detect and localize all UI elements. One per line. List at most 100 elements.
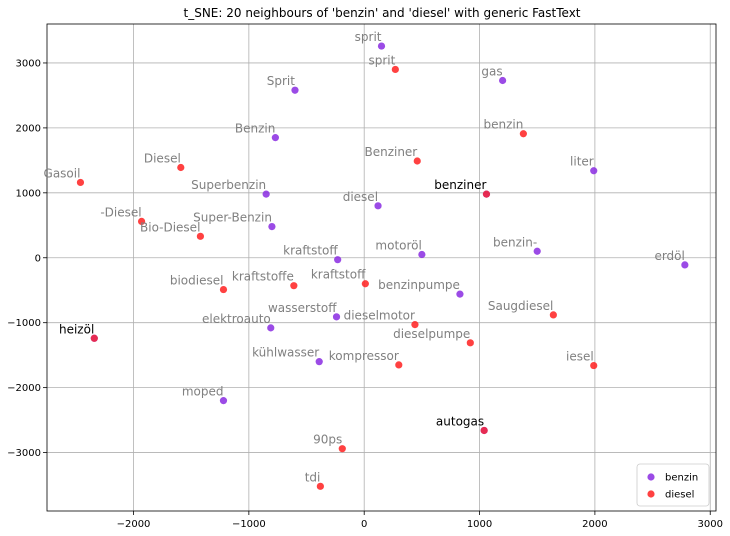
benzin-point — [262, 190, 270, 198]
x-tick-label: 1000 — [467, 519, 492, 530]
benzin-point — [315, 358, 323, 366]
diesel-point-label: Bio-Diesel — [140, 220, 200, 234]
diesel-point — [219, 285, 228, 294]
shared-point-diesel — [482, 190, 491, 198]
benzin-point-label: elektroauto — [202, 312, 271, 326]
benzin-point — [334, 256, 342, 264]
diesel-point-label: biodiesel — [170, 274, 224, 288]
diesel-point — [590, 361, 598, 370]
benzin-point-label: Superbenzin — [191, 178, 266, 192]
x-tick-label: 2000 — [582, 519, 607, 530]
benzin-point-label: Sprit — [267, 74, 296, 88]
diesel-point — [519, 130, 527, 138]
grid — [47, 24, 716, 511]
legend: benzin diesel — [636, 463, 710, 507]
legend-label-diesel: diesel — [665, 490, 694, 501]
data-points — [76, 42, 689, 490]
diesel-point-label: kraftstoffe — [232, 270, 294, 284]
diesel-point — [361, 280, 369, 288]
x-tick-label: 0 — [361, 519, 367, 530]
diesel-point-label: dieselpumpe — [393, 327, 470, 341]
diesel-point — [466, 339, 474, 347]
diesel-point-label: Benziner — [364, 145, 417, 159]
y-tick-label: −3000 — [7, 448, 41, 459]
benzin-point-label: kraftstoff — [283, 244, 338, 258]
diesel-point-label: sprit — [368, 53, 395, 67]
benzin-point-label: wasserstoff — [268, 301, 337, 315]
diesel-point — [76, 178, 85, 187]
x-tick-label: 3000 — [698, 519, 723, 530]
diesel-point — [196, 232, 205, 240]
y-tick-label: 1000 — [16, 188, 41, 199]
shared-point-label: heizöl — [59, 322, 94, 336]
benzin-point-label: gas — [481, 64, 502, 78]
diesel-point — [177, 163, 185, 172]
benzin-point — [374, 202, 382, 210]
y-tick-label: 2000 — [16, 123, 41, 134]
x-tick-label: −1000 — [232, 519, 266, 530]
point-labels: sprit gas Sprit Benzin liter Superbenzin diese… — [44, 30, 685, 484]
x-tick-label: −2000 — [117, 519, 151, 530]
shared-point-diesel — [480, 426, 488, 435]
benzin-point-label: benzinpumpe — [378, 278, 460, 292]
diesel-point-label: kraftstoff — [311, 268, 366, 282]
benzin-point-label: diesel — [343, 190, 378, 204]
benzin-point — [271, 134, 279, 142]
axes: −2000 −1000 0 1000 2000 3000 −3000 −2000 −1000 0 1… — [7, 23, 723, 530]
benzin-point — [377, 42, 386, 50]
diesel-point — [316, 482, 324, 490]
diesel-point-label: Gasoil — [44, 166, 81, 180]
benzin-point — [590, 167, 598, 175]
diesel-point — [290, 282, 298, 290]
y-tick-label: 3000 — [16, 58, 41, 69]
chart-title: t_SNE: 20 neighbours of 'benzin' and 'di… — [184, 6, 581, 20]
benzin-point — [499, 76, 507, 85]
legend-marker-diesel — [647, 490, 655, 498]
diesel-point-label: kompressor — [329, 349, 399, 363]
diesel-point-label: dieselmotor — [344, 309, 415, 323]
benzin-point — [291, 86, 299, 94]
benzin-point-label: sprit — [355, 30, 382, 44]
benzin-point-label: motoröl — [375, 239, 421, 253]
diesel-point — [338, 445, 346, 453]
y-tick-label: −2000 — [7, 383, 41, 394]
benzin-point-label: moped — [182, 385, 224, 399]
benzin-point — [681, 261, 689, 269]
legend-marker-benzin — [647, 473, 655, 481]
benzin-point — [332, 313, 341, 321]
diesel-point-label: iesel — [566, 350, 594, 364]
y-tick-label: 0 — [35, 253, 41, 264]
benzin-point — [456, 290, 464, 298]
benzin-point-label: kühlwasser — [252, 346, 319, 360]
shared-point-diesel — [90, 334, 98, 342]
benzin-point — [533, 247, 541, 255]
diesel-point-label: tdi — [305, 470, 321, 484]
diesel-point-label: benzin — [484, 118, 524, 132]
benzin-point — [219, 397, 228, 405]
legend-box — [636, 463, 710, 507]
benzin-point — [267, 324, 275, 332]
diesel-point — [137, 217, 146, 225]
y-tick-label: −1000 — [7, 318, 41, 329]
diesel-point — [391, 65, 399, 74]
shared-point-label: autogas — [436, 414, 484, 428]
benzin-point-label: liter — [570, 155, 594, 169]
diesel-point-label: Diesel — [144, 152, 181, 166]
shared-point-label: benziner — [434, 178, 486, 192]
benzin-point-label: benzin- — [493, 235, 537, 249]
benzin-point-label: Super-Benzin — [193, 211, 272, 225]
benzin-point — [268, 222, 276, 231]
diesel-point — [395, 361, 403, 369]
diesel-point — [413, 157, 421, 165]
benzin-point — [418, 250, 426, 259]
benzin-point-label: erdöl — [654, 249, 684, 263]
diesel-point — [549, 311, 557, 319]
diesel-point-label: Saugdiesel — [488, 299, 554, 313]
diesel-point-label: -Diesel — [100, 205, 141, 219]
legend-label-benzin: benzin — [665, 473, 698, 484]
diesel-point — [411, 321, 419, 329]
plot-frame — [46, 23, 717, 512]
diesel-point-label: 90ps — [313, 433, 342, 447]
